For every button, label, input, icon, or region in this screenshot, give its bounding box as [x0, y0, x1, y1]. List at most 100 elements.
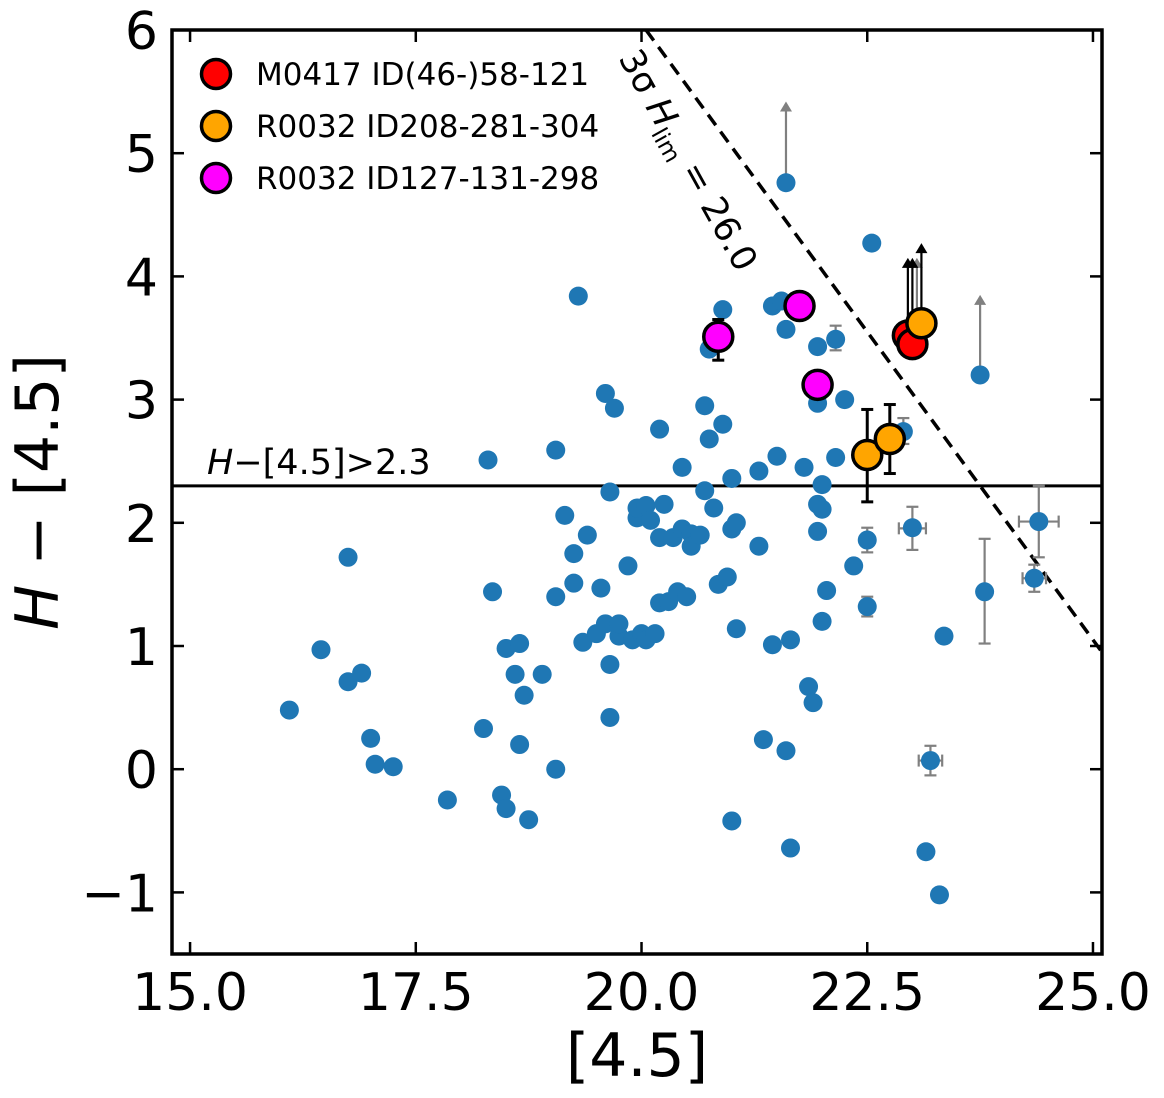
data-point: [726, 619, 746, 639]
x-tick-label: 17.5: [358, 963, 474, 1023]
data-point: [505, 664, 525, 684]
data-point: [695, 481, 715, 501]
data-point: [812, 611, 832, 631]
data-point: [776, 741, 796, 761]
diag-line-label: 3σ Hlim = 26.0: [606, 43, 765, 281]
data-point: [762, 635, 782, 655]
data-point: [726, 513, 746, 533]
hline-label: H−[4.5]>2.3: [207, 443, 431, 483]
data-point: [604, 398, 624, 418]
upper-limit-arrow-head: [974, 294, 987, 305]
data-point: [595, 383, 615, 403]
highlight-point-series-2: [783, 289, 816, 323]
data-point: [338, 672, 358, 692]
legend-marker: [199, 161, 233, 195]
data-point: [496, 799, 516, 819]
data-point: [776, 319, 796, 339]
data-point: [510, 634, 530, 654]
data-point: [365, 754, 385, 774]
hline-label-italic: H: [207, 443, 233, 483]
highlight-upper-limit-arrow-head: [906, 257, 919, 268]
highlight-points: [702, 289, 938, 472]
y-tick-label: 1: [125, 618, 158, 678]
data-point: [311, 640, 331, 660]
data-point: [749, 536, 769, 556]
data-point: [654, 494, 674, 514]
data-point: [780, 630, 800, 650]
data-point: [826, 329, 846, 349]
legend-label: R0032 ID127-131-298: [256, 161, 599, 197]
data-point: [636, 496, 656, 516]
data-point: [555, 505, 575, 525]
upper-limit-arrow-head: [779, 101, 792, 112]
data-point: [753, 730, 773, 750]
data-point: [546, 759, 566, 779]
x-tick-label: 15.0: [132, 963, 248, 1023]
background-error-bars: [779, 101, 1060, 777]
data-point: [338, 547, 358, 567]
data-point: [568, 286, 588, 306]
legend-label: R0032 ID208-281-304: [256, 109, 599, 145]
data-point: [474, 719, 494, 739]
data-point: [812, 475, 832, 495]
data-point: [749, 461, 769, 481]
x-tick-label: 25.0: [1035, 963, 1151, 1023]
data-point: [1029, 512, 1049, 532]
data-point: [690, 525, 710, 545]
y-tick-label: 6: [125, 2, 158, 62]
data-point: [519, 810, 539, 830]
data-point: [916, 842, 936, 862]
y-axis-label-rest: − [4.5]: [3, 354, 73, 585]
data-point: [279, 700, 299, 720]
tick-labels: 15.0 17.5 20.0 22.5 25.0 −1 0 1 2 3 4 5 6: [81, 2, 1151, 1023]
data-point: [920, 751, 940, 771]
data-point: [844, 556, 864, 576]
data-point: [767, 446, 787, 466]
data-point: [478, 450, 498, 470]
highlight-point-series-1: [873, 422, 907, 456]
detection-limit-line: [644, 30, 1102, 654]
data-point: [361, 728, 381, 748]
data-point: [699, 429, 719, 449]
data-point: [564, 573, 584, 593]
data-point: [641, 510, 661, 530]
data-point: [713, 300, 733, 320]
diag-label-suffix: = 26.0: [667, 145, 765, 278]
data-point: [902, 518, 922, 538]
y-tick-label: 5: [125, 125, 158, 185]
y-tick-label: −1: [81, 864, 158, 924]
data-point: [713, 414, 733, 434]
background-points: [279, 173, 1049, 905]
data-point: [514, 685, 534, 705]
data-point: [591, 578, 611, 598]
data-point: [618, 556, 638, 576]
data-point: [532, 664, 552, 684]
x-axis-label: [4.5]: [566, 1021, 708, 1091]
y-tick-label: 4: [125, 248, 158, 308]
data-point: [722, 811, 742, 831]
data-point: [799, 677, 819, 697]
data-point: [794, 457, 814, 477]
y-axis-label-italic: H: [3, 585, 73, 630]
data-point: [600, 654, 620, 674]
data-point: [352, 663, 372, 683]
data-point: [383, 757, 403, 777]
highlight-upper-limit-arrow-head: [915, 243, 928, 254]
data-point: [645, 624, 665, 644]
data-point: [600, 707, 620, 727]
data-point: [577, 525, 597, 545]
data-point: [929, 885, 949, 905]
data-point: [672, 457, 692, 477]
data-point: [704, 498, 724, 518]
data-point: [975, 582, 995, 602]
highlight-point-series-1: [850, 438, 884, 472]
data-point: [970, 365, 990, 385]
data-point: [722, 468, 742, 488]
data-point: [776, 173, 796, 193]
data-point: [510, 735, 530, 755]
data-point: [483, 582, 503, 602]
y-axis-label: H − [4.5]: [3, 354, 73, 630]
highlight-point-series-2: [702, 320, 735, 354]
data-point: [437, 790, 457, 810]
